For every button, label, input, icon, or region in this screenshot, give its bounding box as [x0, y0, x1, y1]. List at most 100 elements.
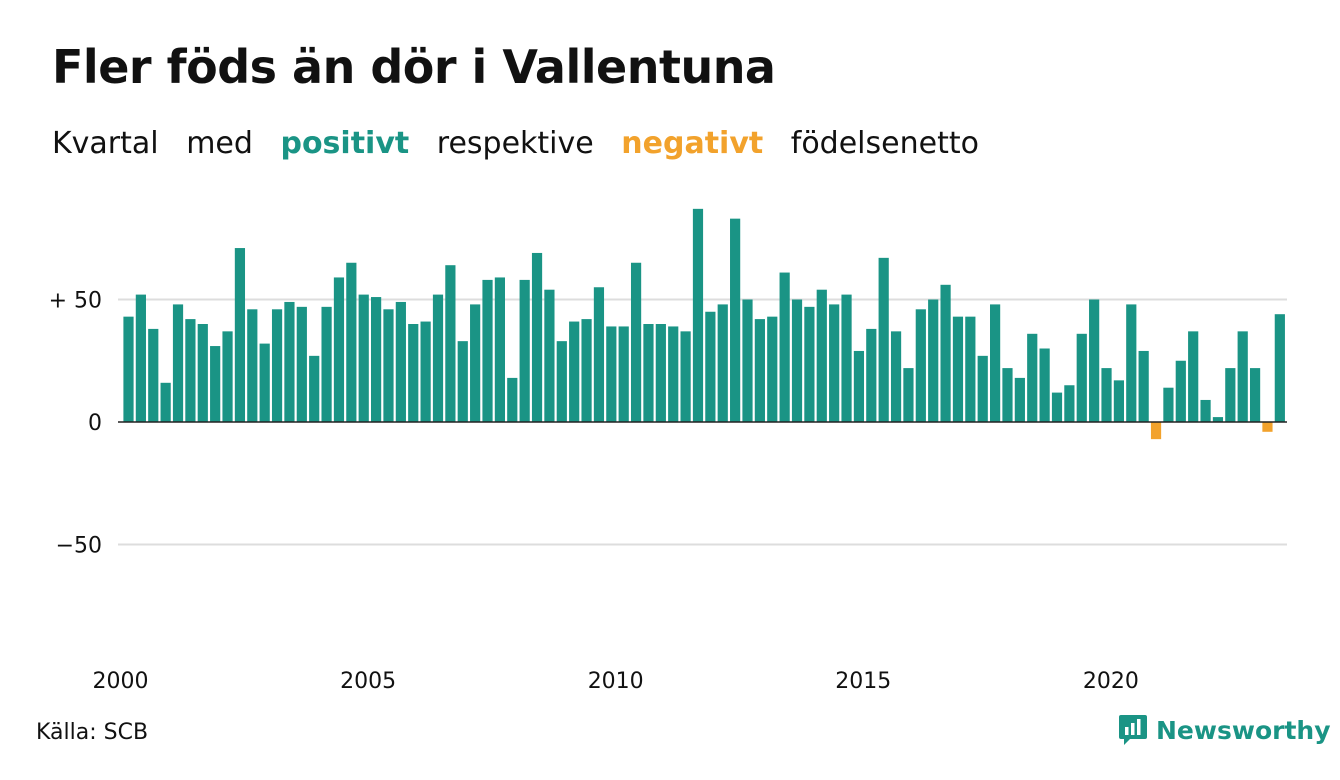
- bar: [841, 294, 852, 422]
- bar: [383, 309, 394, 422]
- bar: [519, 279, 530, 422]
- source-note: Källa: SCB: [36, 720, 149, 745]
- bar: [569, 321, 580, 422]
- y-tick-label: 0: [88, 411, 102, 436]
- bar: [309, 355, 320, 422]
- bar: [990, 304, 1001, 422]
- bar: [668, 326, 679, 422]
- bar: [1212, 417, 1224, 422]
- bar: [742, 299, 753, 422]
- x-tick-label: 2015: [835, 669, 891, 694]
- bar: [1150, 422, 1162, 440]
- bar: [333, 277, 345, 422]
- bar: [915, 309, 926, 422]
- bar: [1126, 304, 1137, 422]
- y-tick-label: + 50: [49, 289, 102, 314]
- bar: [816, 289, 827, 422]
- bar: [866, 328, 877, 422]
- bar: [692, 208, 704, 422]
- bar: [705, 311, 716, 422]
- bar: [606, 326, 617, 422]
- subtitle-word-med: med: [186, 126, 253, 161]
- bar: [767, 316, 778, 422]
- bar: [1027, 333, 1038, 422]
- bar: [1014, 377, 1025, 422]
- bar: [210, 346, 221, 422]
- bar: [371, 297, 382, 422]
- bar: [494, 277, 505, 422]
- bar: [346, 262, 357, 422]
- bar: [643, 324, 654, 422]
- y-tick-label: −50: [56, 534, 102, 559]
- bar: [952, 316, 964, 422]
- chart-subtitle: Kvartal med positivt respektive negativt…: [52, 126, 997, 161]
- bar: [655, 324, 666, 422]
- bar: [829, 304, 840, 422]
- bar: [804, 306, 815, 422]
- bar: [1188, 331, 1199, 422]
- bar: [977, 355, 988, 422]
- chart-title: Fler föds än dör i Vallentuna: [52, 40, 776, 94]
- bar: [445, 265, 456, 422]
- bar: [271, 309, 283, 422]
- brand-name: Newsworthy: [1156, 715, 1331, 745]
- bar: [531, 252, 543, 422]
- bar: [1076, 333, 1087, 422]
- bar: [259, 343, 270, 422]
- bar: [482, 279, 493, 422]
- bar: [234, 248, 246, 422]
- newsworthy-logo: Newsworthy: [1118, 714, 1331, 746]
- bar: [148, 328, 159, 422]
- x-tick-label: 2020: [1083, 669, 1139, 694]
- bar: [1002, 368, 1013, 422]
- subtitle-word-respektive: respektive: [436, 126, 594, 161]
- bar: [680, 331, 691, 422]
- bar: [296, 306, 307, 422]
- subtitle-negative-legend: negativt: [621, 126, 764, 161]
- bar: [222, 331, 233, 422]
- bar: [408, 324, 419, 422]
- bar: [432, 294, 444, 422]
- bar: [1274, 314, 1285, 422]
- axes: + 50 0 −50 2000 2005 2010 2015 2020: [49, 289, 1287, 694]
- bar: [1262, 422, 1273, 432]
- bar: [135, 294, 146, 422]
- bar: [185, 319, 196, 422]
- bar: [890, 331, 902, 422]
- bar: [1200, 399, 1211, 422]
- bar: [1237, 331, 1248, 422]
- bar: [1175, 360, 1186, 422]
- bar: [470, 304, 481, 422]
- bar: [395, 301, 406, 422]
- bar: [1039, 348, 1050, 422]
- bar: [1163, 387, 1174, 422]
- bar: [1051, 392, 1063, 422]
- bar: [593, 287, 605, 422]
- bar: [791, 299, 803, 422]
- bars: [123, 208, 1285, 440]
- subtitle-word-kvartal: Kvartal: [52, 126, 159, 161]
- bar: [928, 299, 939, 422]
- bar: [457, 341, 468, 422]
- bar: [321, 306, 332, 422]
- bar: [420, 321, 431, 422]
- x-tick-label: 2010: [588, 669, 644, 694]
- bar: [1101, 368, 1112, 422]
- bar: [754, 319, 765, 422]
- x-tick-label: 2000: [93, 669, 149, 694]
- bar: [284, 301, 295, 422]
- bar: [853, 350, 865, 422]
- bar: [1113, 380, 1124, 422]
- bar: [903, 368, 914, 422]
- bar: [1138, 350, 1149, 422]
- bar: [544, 289, 555, 422]
- bar: [556, 341, 567, 422]
- bar: [507, 377, 518, 422]
- bar-chart-logo-icon: [1118, 714, 1148, 746]
- bar: [123, 316, 134, 422]
- bar: [172, 304, 184, 422]
- subtitle-positive-legend: positivt: [280, 126, 410, 161]
- bar: [1225, 368, 1236, 422]
- bar: [630, 262, 642, 422]
